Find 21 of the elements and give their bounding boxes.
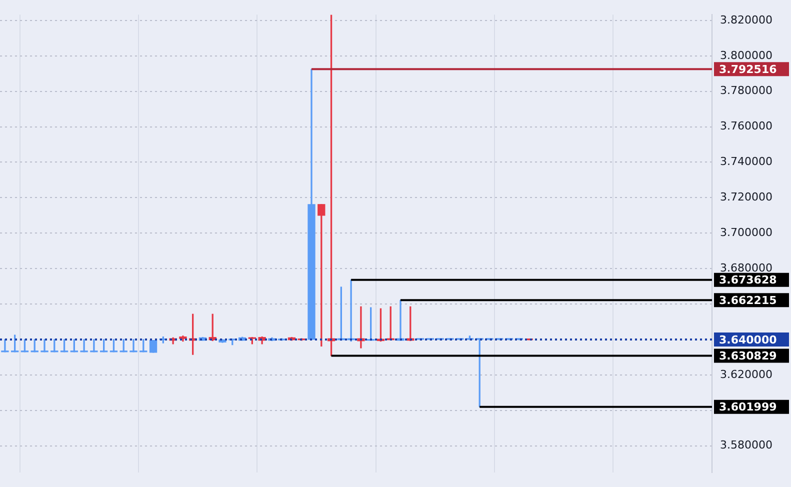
ref-line-label: 3.640000 xyxy=(719,333,778,346)
y-tick-label: 3.720000 xyxy=(720,190,772,204)
ref-line-label: 3.630829 xyxy=(719,350,777,363)
y-tick-label: 3.740000 xyxy=(720,155,772,168)
y-tick-label: 3.760000 xyxy=(720,120,772,133)
y-tick-label: 3.620000 xyxy=(720,368,772,381)
y-tick-label: 3.820000 xyxy=(720,13,772,26)
ref-line-label: 3.601999 xyxy=(719,400,777,414)
candlestick xyxy=(130,339,138,352)
candlestick xyxy=(40,339,48,352)
ref-line-label: 3.673628 xyxy=(719,274,777,287)
y-tick-label: 3.800000 xyxy=(720,48,772,62)
y-tick-label: 3.780000 xyxy=(720,84,772,98)
y-tick-label: 3.700000 xyxy=(720,226,772,239)
y-tick-label: 3.580000 xyxy=(720,438,772,452)
candlestick xyxy=(80,339,88,352)
candlestick xyxy=(90,339,98,352)
candlestick xyxy=(1,339,9,352)
y-tick-label: 3.680000 xyxy=(720,261,772,274)
ref-line-label: 3.792516 xyxy=(719,63,778,76)
ref-line-label: 3.662215 xyxy=(719,294,777,307)
